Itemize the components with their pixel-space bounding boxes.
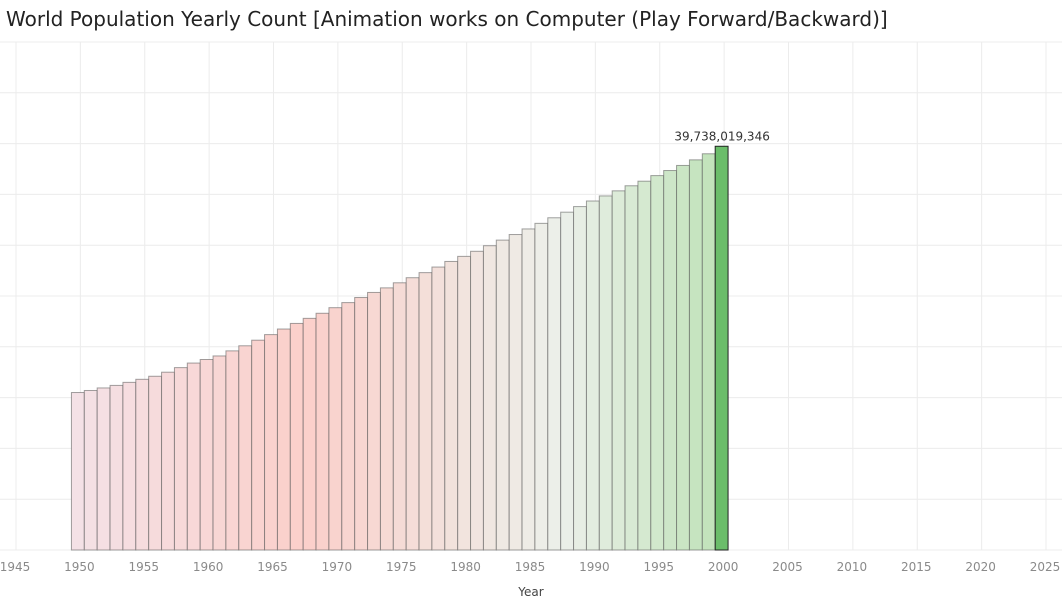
bar-1984[interactable] bbox=[508, 234, 523, 551]
bar-1957[interactable] bbox=[161, 371, 175, 551]
bar-1969[interactable] bbox=[315, 312, 330, 551]
x-tick-label: 2020 bbox=[965, 560, 996, 574]
bar-1989[interactable] bbox=[573, 206, 587, 551]
x-tick-label: 1980 bbox=[450, 560, 481, 574]
bar-1985[interactable] bbox=[521, 228, 536, 551]
bar-1954[interactable] bbox=[122, 381, 137, 551]
bar-1955[interactable] bbox=[135, 378, 150, 551]
bar-1994[interactable] bbox=[637, 180, 652, 551]
x-tick-label: 1960 bbox=[193, 560, 224, 574]
bar-2000[interactable] bbox=[714, 145, 729, 551]
x-tick-label: 1990 bbox=[579, 560, 610, 574]
x-tick-label: 2025 bbox=[1030, 560, 1061, 574]
x-tick-label: 1965 bbox=[257, 560, 288, 574]
bar-1987[interactable] bbox=[547, 217, 562, 551]
bar-value-label: 39,738,019,346 bbox=[674, 129, 769, 143]
bar-1990[interactable] bbox=[585, 200, 600, 551]
bar-1986[interactable] bbox=[534, 222, 549, 551]
bar-1953[interactable] bbox=[109, 384, 124, 551]
bar-1996[interactable] bbox=[663, 170, 678, 551]
chart-title: World Population Yearly Count [Animation… bbox=[6, 7, 888, 31]
bar-1959[interactable] bbox=[186, 362, 201, 551]
bar-1951[interactable] bbox=[83, 389, 98, 551]
bar-1988[interactable] bbox=[560, 211, 575, 551]
x-tick-label: 2005 bbox=[772, 560, 803, 574]
bar-1956[interactable] bbox=[148, 375, 163, 551]
bar-1976[interactable] bbox=[405, 277, 420, 551]
bar-1983[interactable] bbox=[495, 239, 510, 551]
bar-1982[interactable] bbox=[482, 245, 497, 551]
bar-1977[interactable] bbox=[418, 272, 433, 551]
bar-1971[interactable] bbox=[341, 302, 356, 551]
bar-1965[interactable] bbox=[264, 334, 278, 551]
bar-1958[interactable] bbox=[173, 367, 188, 551]
bar-1992[interactable] bbox=[611, 190, 626, 551]
x-tick-label: 1955 bbox=[128, 560, 159, 574]
bar-1993[interactable] bbox=[624, 185, 639, 551]
bar-1981[interactable] bbox=[470, 250, 484, 551]
x-tick-label: 2010 bbox=[837, 560, 868, 574]
x-tick-label: 1995 bbox=[643, 560, 674, 574]
bar-1967[interactable] bbox=[289, 322, 304, 551]
bar-1980[interactable] bbox=[457, 255, 472, 551]
x-tick-label: 1975 bbox=[386, 560, 417, 574]
x-tick-label: 1985 bbox=[515, 560, 546, 574]
bar-1997[interactable] bbox=[676, 164, 690, 551]
bar-1978[interactable] bbox=[431, 266, 446, 551]
bar-1962[interactable] bbox=[225, 350, 240, 551]
x-tick-label: 2000 bbox=[708, 560, 739, 574]
bars bbox=[70, 145, 729, 551]
x-axis-title: Year bbox=[517, 585, 543, 599]
bar-1972[interactable] bbox=[354, 297, 369, 551]
x-tick-label: 1945 bbox=[0, 560, 30, 574]
bar-1960[interactable] bbox=[199, 359, 214, 551]
bar-1961[interactable] bbox=[212, 355, 227, 551]
x-axis-ticks: 1945 1950 1955 1960 1965 1970 1975 1980 1985 1990… bbox=[0, 560, 1060, 574]
bar-1999[interactable] bbox=[701, 153, 716, 551]
x-tick-label: 2015 bbox=[901, 560, 932, 574]
bar-1950[interactable] bbox=[70, 392, 85, 551]
bar-1998[interactable] bbox=[688, 159, 703, 551]
bar-1991[interactable] bbox=[598, 195, 613, 551]
bar-1964[interactable] bbox=[251, 339, 266, 551]
bar-1979[interactable] bbox=[444, 260, 459, 551]
bar-1968[interactable] bbox=[302, 317, 317, 551]
bar-1975[interactable] bbox=[392, 282, 407, 551]
bar-1966[interactable] bbox=[276, 328, 291, 551]
bar-1974[interactable] bbox=[379, 287, 394, 551]
bar-1970[interactable] bbox=[328, 307, 343, 551]
bar-1952[interactable] bbox=[96, 387, 111, 551]
bar-1963[interactable] bbox=[238, 345, 253, 551]
bar-1973[interactable] bbox=[367, 291, 381, 551]
bar-1995[interactable] bbox=[650, 175, 665, 551]
x-tick-label: 1970 bbox=[322, 560, 353, 574]
x-tick-label: 1950 bbox=[64, 560, 95, 574]
